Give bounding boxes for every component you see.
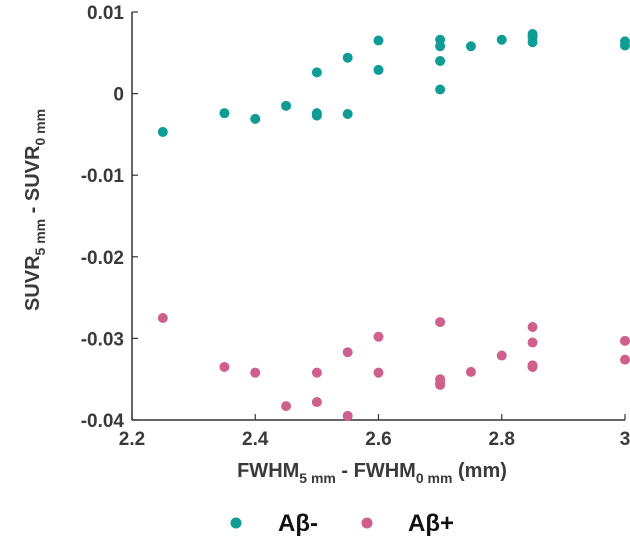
- data-point: [342, 410, 353, 421]
- data-point: [620, 335, 630, 346]
- data-point: [435, 55, 446, 66]
- y-tick-label: 0: [113, 85, 124, 106]
- data-point: [620, 40, 630, 51]
- y-tick-label: -0.03: [81, 329, 124, 350]
- series-abeta-neg: [157, 29, 630, 137]
- data-point: [435, 41, 446, 52]
- legend-marker-abeta-neg: [230, 517, 242, 529]
- data-points: [157, 29, 630, 421]
- series-abeta-pos: [157, 313, 630, 421]
- legend-label-abeta-neg: Aβ-: [278, 510, 318, 536]
- data-point: [373, 367, 384, 378]
- y-axis-ticks: 0.01 0 -0.01 -0.02 -0.03 -0.04: [81, 3, 138, 432]
- legend: Aβ- Aβ+: [230, 510, 454, 536]
- data-point: [465, 41, 476, 52]
- y-tick-label: -0.01: [81, 166, 125, 187]
- data-point: [311, 110, 322, 121]
- data-point: [527, 37, 538, 48]
- data-point: [157, 126, 168, 137]
- x-tick-label: 2.6: [365, 429, 391, 450]
- data-point: [373, 331, 384, 342]
- x-axis-label: FWHM5 mm - FWHM0 mm (mm): [237, 460, 507, 486]
- data-point: [311, 367, 322, 378]
- data-point: [527, 361, 538, 372]
- data-point: [342, 52, 353, 63]
- data-point: [435, 317, 446, 328]
- data-point: [527, 321, 538, 332]
- data-point: [342, 109, 353, 119]
- data-point: [373, 35, 384, 46]
- data-point: [527, 337, 538, 348]
- data-point: [219, 361, 230, 372]
- legend-marker-abeta-pos: [361, 517, 373, 529]
- data-point: [465, 366, 476, 377]
- data-point: [342, 347, 353, 358]
- y-tick-label: 0.01: [87, 3, 124, 24]
- data-point: [496, 34, 507, 45]
- y-tick-label: -0.02: [81, 248, 124, 269]
- x-tick-label: 3: [620, 429, 630, 450]
- data-point: [435, 379, 446, 390]
- data-point: [496, 350, 507, 361]
- data-point: [435, 84, 446, 95]
- y-axis-label: SUVR5 mm - SUVR0 mm: [22, 109, 48, 311]
- data-point: [281, 100, 292, 111]
- data-point: [281, 401, 292, 412]
- y-tick-label: -0.04: [81, 411, 125, 432]
- x-tick-label: 2.2: [119, 429, 145, 450]
- legend-label-abeta-pos: Aβ+: [408, 510, 454, 536]
- data-point: [311, 67, 322, 78]
- x-axis-ticks: 2.2 2.4 2.6 2.8 3: [119, 414, 630, 450]
- data-point: [620, 354, 630, 365]
- data-point: [373, 64, 384, 75]
- data-point: [157, 313, 168, 323]
- data-point: [250, 367, 261, 378]
- x-tick-label: 2.4: [242, 429, 269, 450]
- data-point: [250, 113, 261, 124]
- data-point: [219, 108, 230, 119]
- data-point: [311, 397, 322, 408]
- x-tick-label: 2.8: [489, 429, 515, 450]
